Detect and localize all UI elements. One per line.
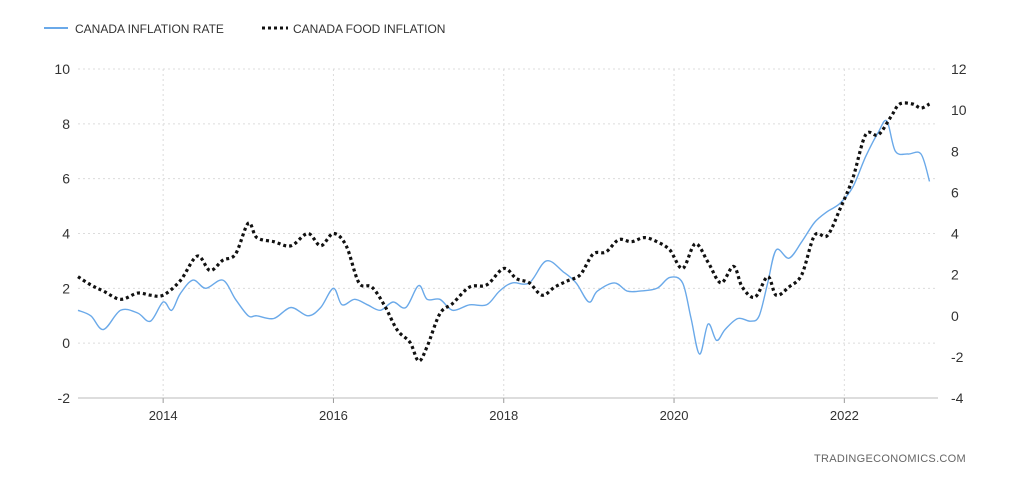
y-right-tick-label: -2 xyxy=(951,349,964,365)
y-right-tick-label: 6 xyxy=(951,184,959,200)
series-layer xyxy=(77,101,931,363)
x-tick-label: 2022 xyxy=(830,408,859,423)
y-left-tick-label: 10 xyxy=(54,61,70,77)
y-left-tick-label: 4 xyxy=(62,226,70,242)
y-right-tick-label: 12 xyxy=(951,61,967,77)
source-credit: TRADINGECONOMICS.COM xyxy=(814,453,966,465)
y-left-tick-label: 6 xyxy=(62,171,70,187)
x-tick-label: 2016 xyxy=(319,408,348,423)
y-axis-right: 12 10 8 6 4 2 0 -2 -4 xyxy=(951,61,967,406)
legend-label-food: CANADA FOOD INFLATION xyxy=(293,22,445,36)
legend-label-inflation: CANADA INFLATION RATE xyxy=(75,22,224,36)
y-right-tick-label: 2 xyxy=(951,267,959,283)
x-tick-label: 2014 xyxy=(149,408,178,423)
x-tick-label: 2020 xyxy=(660,408,689,423)
y-right-tick-label: 0 xyxy=(951,308,959,324)
y-left-tick-label: 0 xyxy=(62,335,70,351)
y-right-tick-label: 8 xyxy=(951,143,959,159)
grid xyxy=(78,68,938,399)
y-right-tick-label: -4 xyxy=(951,390,964,406)
y-right-tick-label: 10 xyxy=(951,102,967,118)
legend: CANADA INFLATION RATE CANADA FOOD INFLAT… xyxy=(44,22,445,36)
x-axis: 2014 2016 2018 2020 2022 xyxy=(78,397,938,423)
y-right-tick-label: 4 xyxy=(951,226,959,242)
series-line-food-inflation xyxy=(77,101,931,363)
y-left-tick-label: 2 xyxy=(62,280,70,296)
x-tick-label: 2018 xyxy=(489,408,518,423)
y-left-tick-label: 8 xyxy=(62,116,70,132)
y-left-tick-label: -2 xyxy=(58,390,71,406)
y-axis-left: 10 8 6 4 2 0 -2 xyxy=(54,61,70,406)
